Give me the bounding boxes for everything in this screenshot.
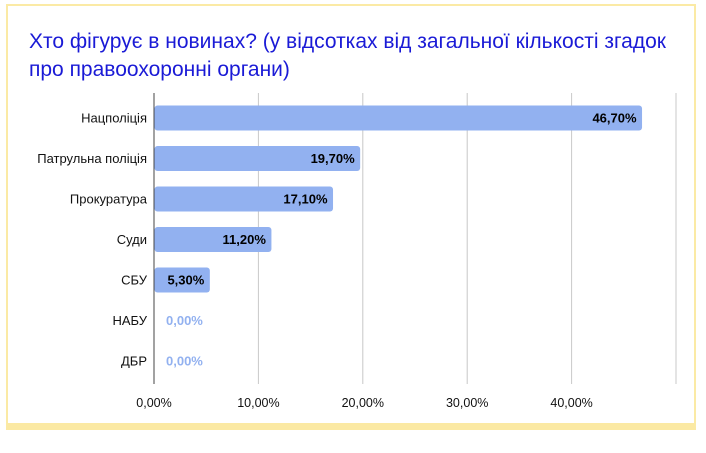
category-label: СБУ — [121, 273, 148, 288]
category-labels: Нацполіція Патрульна поліція Прокуратура Су… — [37, 111, 148, 369]
data-label: 19,70% — [311, 151, 356, 166]
data-label: 17,10% — [283, 192, 328, 207]
category-label: Суди — [117, 232, 147, 247]
category-label: Нацполіція — [81, 111, 147, 126]
category-label: ДБР — [121, 354, 147, 369]
gridlines — [153, 93, 677, 384]
bar — [154, 105, 643, 131]
bar — [154, 227, 272, 252]
bars — [154, 105, 643, 293]
bar — [154, 186, 334, 212]
bar — [154, 267, 210, 293]
data-label: 5,30% — [167, 273, 204, 288]
data-label: 46,70% — [592, 111, 637, 126]
data-label: 0,00% — [166, 313, 203, 328]
x-tick-label: 10,00% — [237, 396, 279, 410]
x-tick-label: 30,00% — [446, 396, 488, 410]
category-label: Прокуратура — [70, 192, 148, 207]
chart-frame — [6, 4, 696, 430]
data-label: 0,00% — [166, 354, 203, 369]
x-tick-label: 40,00% — [550, 396, 592, 410]
x-tick-labels: 0,00% 10,00% 20,00% 30,00% 40,00% — [136, 396, 593, 410]
x-tick-label: 0,00% — [136, 396, 171, 410]
category-label: Патрульна поліція — [37, 151, 147, 166]
chart-title: Хто фігурує в новинах? (у відсотках від … — [29, 30, 666, 81]
category-label: НАБУ — [112, 313, 147, 328]
data-labels: 46,70% 19,70% 17,10% 11,20% 5,30% 0,00% 0,00% — [166, 111, 637, 369]
x-tick-label: 20,00% — [342, 396, 384, 410]
data-label: 11,20% — [223, 232, 267, 247]
bar — [154, 146, 361, 171]
